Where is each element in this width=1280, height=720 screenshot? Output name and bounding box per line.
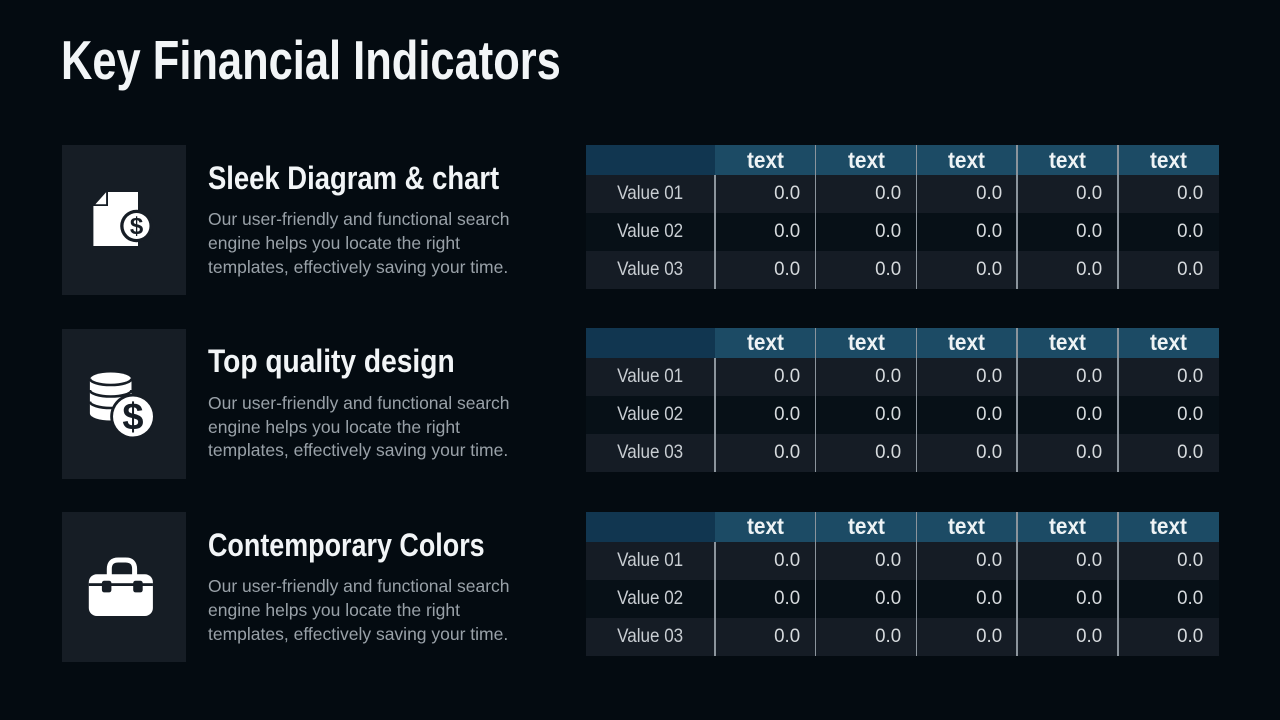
svg-text:$: $ — [130, 213, 144, 240]
svg-text:$: $ — [122, 396, 143, 438]
